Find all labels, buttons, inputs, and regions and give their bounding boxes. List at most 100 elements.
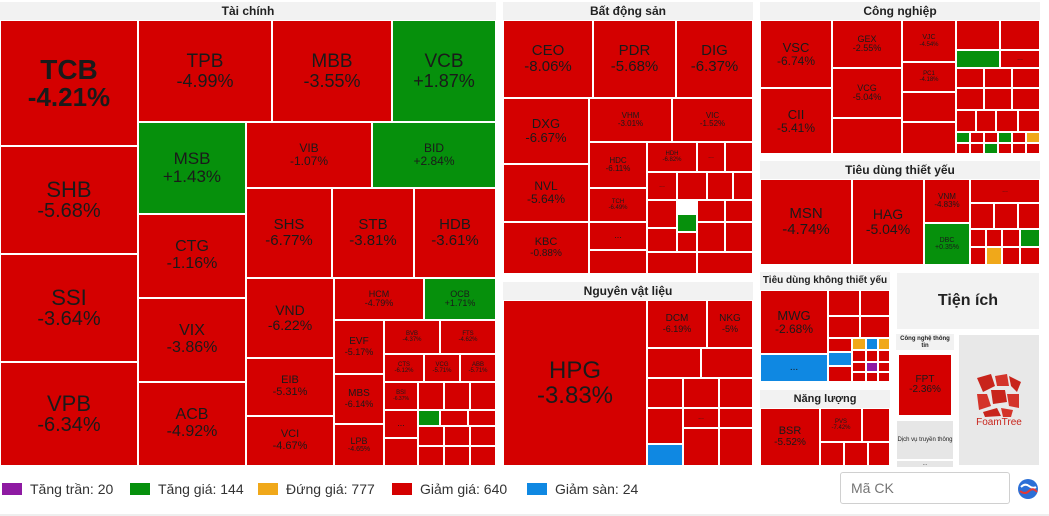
tile-small[interactable] (1020, 229, 1040, 247)
tile-NVL[interactable]: NVL -5.64% (503, 164, 589, 222)
tile-GEX[interactable]: GEX -2.55% (832, 20, 902, 68)
tile-ABB[interactable]: ABB -5.71% (460, 354, 496, 382)
tile-small[interactable] (647, 348, 701, 378)
tile-SHB[interactable]: SHB -5.68% (0, 146, 138, 254)
tile-small[interactable] (1002, 229, 1020, 247)
tile-small[interactable] (828, 290, 860, 316)
tile-small[interactable] (647, 228, 677, 252)
tile-small[interactable] (970, 132, 984, 143)
tile-small[interactable] (1026, 132, 1040, 143)
tile-floor[interactable]: ... (760, 354, 828, 382)
stock-search-input[interactable] (840, 472, 1010, 504)
tile-small[interactable] (866, 338, 878, 350)
tile-small[interactable] (1012, 143, 1026, 154)
legend-flat[interactable]: Đứng giá: 777 (258, 479, 375, 499)
tile-LPB[interactable]: LPB -4.65% (334, 424, 384, 466)
tile-VCI[interactable]: VCI -4.67% (246, 416, 334, 466)
tile-small[interactable] (844, 442, 868, 466)
tile-CII[interactable]: CII -5.41% (760, 88, 832, 154)
tile-small[interactable] (677, 232, 697, 252)
tile-small[interactable] (956, 143, 970, 154)
tile-small[interactable] (828, 352, 852, 366)
tile-small[interactable] (470, 446, 496, 466)
tile-small[interactable] (647, 408, 683, 444)
tile-MSN[interactable]: MSN -4.74% (760, 179, 852, 265)
tile-HDB[interactable]: HDB -3.61% (414, 188, 496, 278)
legend-floor[interactable]: Giảm sàn: 24 (527, 479, 638, 499)
tile-small[interactable] (1018, 110, 1040, 132)
tile-VIX[interactable]: VIX -3.86% (138, 298, 246, 382)
tile-small[interactable] (866, 362, 878, 372)
tile-small[interactable] (418, 426, 444, 446)
tile-small[interactable] (1012, 132, 1026, 143)
tile-small[interactable] (470, 382, 496, 410)
tile-CEO[interactable]: CEO -8.06% (503, 20, 593, 98)
tile-NKG[interactable]: NKG -5% (707, 300, 753, 348)
tile-EVF[interactable]: EVF -5.17% (334, 320, 384, 374)
tile-small[interactable] (860, 316, 890, 338)
tile-small[interactable] (1000, 20, 1040, 50)
tile-small[interactable] (697, 222, 725, 252)
tile-small[interactable] (878, 372, 890, 382)
tile-small[interactable] (418, 410, 440, 426)
tile-HDH[interactable]: HDH -6.82% (647, 142, 697, 172)
tile-small[interactable] (1002, 247, 1020, 265)
tile-small[interactable] (976, 110, 996, 132)
tile-MBB[interactable]: MBB -3.55% (272, 20, 392, 122)
tile-SSI[interactable]: SSI -3.64% (0, 254, 138, 362)
tile-VND[interactable]: VND -6.22% (246, 278, 334, 358)
tile-VCB[interactable]: VCB +1.87% (392, 20, 496, 122)
tile-small[interactable] (984, 88, 1012, 110)
tile-small[interactable]: ... (647, 172, 677, 200)
tile-EIB[interactable]: EIB -5.31% (246, 358, 334, 416)
tile-small[interactable] (444, 446, 470, 466)
tile-small[interactable] (683, 378, 719, 408)
tile-small[interactable] (970, 143, 984, 154)
tile-small[interactable] (1012, 88, 1040, 110)
tile-small[interactable] (418, 446, 444, 466)
tile-small[interactable] (719, 378, 753, 408)
tile-BSI[interactable]: BSI -6.37% (384, 382, 418, 410)
tile-small[interactable] (868, 442, 890, 466)
tile-CTS[interactable]: CTS -6.12% (384, 354, 424, 382)
tile-small[interactable] (878, 362, 890, 372)
tile-HPG[interactable]: HPG -3.83% (503, 300, 647, 466)
tile-small[interactable] (828, 366, 852, 382)
tile-BVB[interactable]: BVB -4.37% (384, 320, 440, 354)
tile-DCM[interactable]: DCM -6.19% (647, 300, 707, 348)
tile-small[interactable] (956, 20, 1000, 50)
tile-small[interactable] (970, 247, 986, 265)
tile-small[interactable] (1026, 143, 1040, 154)
tile-small[interactable] (828, 316, 860, 338)
tile-small[interactable] (647, 444, 683, 466)
tile-small[interactable] (828, 338, 852, 352)
tile-small[interactable] (866, 372, 878, 382)
tile-small[interactable] (820, 442, 844, 466)
tile-VHM[interactable]: VHM -3.01% (589, 98, 672, 142)
tile-small[interactable] (719, 428, 753, 466)
tile-small[interactable] (866, 350, 878, 362)
tile-small[interactable] (725, 142, 753, 172)
tile-small[interactable] (956, 88, 984, 110)
tile-small[interactable] (970, 229, 986, 247)
tile-small[interactable] (956, 50, 1000, 68)
refresh-globe-icon[interactable] (1017, 478, 1039, 500)
tile-small[interactable] (956, 110, 976, 132)
tile-small[interactable] (986, 229, 1002, 247)
tile-small[interactable] (956, 132, 970, 143)
tile-ACB[interactable]: ACB -4.92% (138, 382, 246, 466)
tile-small[interactable] (707, 172, 733, 200)
tile-small[interactable] (832, 118, 902, 154)
tile-small[interactable] (725, 200, 753, 222)
tile-small[interactable] (470, 426, 496, 446)
tile-small[interactable] (862, 408, 890, 442)
tile-VPB[interactable]: VPB -6.34% (0, 362, 138, 466)
tile-small[interactable] (384, 438, 418, 466)
tile-small[interactable] (852, 372, 866, 382)
tile-VIC[interactable]: VIC -1.52% (672, 98, 753, 142)
tile-small[interactable] (902, 92, 956, 122)
tile-VNM[interactable]: VNM -4.83% (924, 179, 970, 223)
tile-PC1[interactable]: PC1 -4.18% (902, 62, 956, 92)
tile-small[interactable]: ... (683, 408, 719, 428)
more-tiles[interactable]: ... (896, 460, 954, 468)
